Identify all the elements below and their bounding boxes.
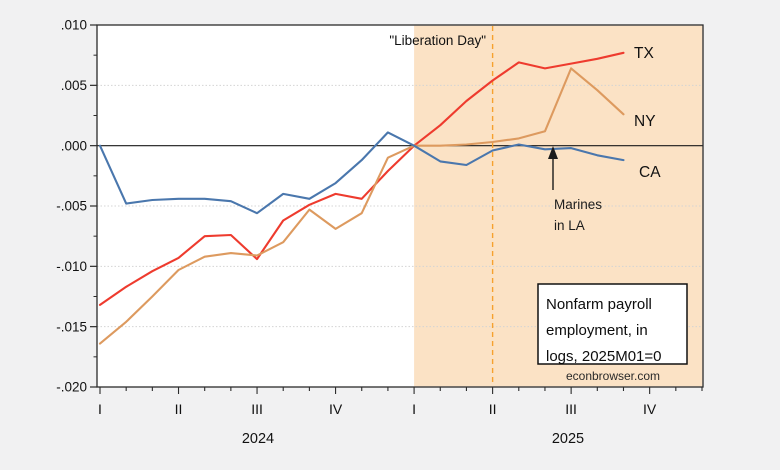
series-label-ca: CA	[639, 164, 661, 181]
note-text-line1: Nonfarm payroll	[546, 296, 652, 313]
x-axis-quarter-label: IV	[329, 401, 343, 417]
source-credit: econbrowser.com	[566, 369, 660, 383]
y-axis-label: -.020	[56, 380, 87, 395]
marines-annotation: Marines in LA	[548, 146, 602, 233]
note-text-line2: employment, in	[546, 322, 648, 339]
x-axis-quarter-label: IV	[643, 401, 657, 417]
y-axis-label: -.015	[56, 319, 87, 334]
y-axis-label: .010	[61, 18, 87, 33]
liberation-day-label: "Liberation Day"	[389, 33, 486, 48]
series-line-tx	[98, 51, 625, 306]
chart-series-layer	[98, 51, 625, 345]
y-axis-label: .005	[61, 78, 87, 93]
series-line-ca	[98, 131, 625, 215]
x-axis-year-2025: 2025	[552, 431, 584, 447]
marines-label-line1: Marines	[554, 197, 602, 212]
x-axis-quarter-label: III	[251, 401, 263, 417]
y-axis-label: .000	[61, 138, 87, 153]
note-box: Nonfarm payroll employment, in logs, 202…	[537, 283, 688, 365]
x-axis-quarter-label: I	[98, 401, 102, 417]
series-label-tx: TX	[634, 45, 654, 62]
note-box-frame	[537, 283, 688, 365]
x-axis-quarter-label: III	[565, 401, 577, 417]
x-axis-quarter-label: II	[489, 401, 497, 417]
marines-label-line2: in LA	[554, 218, 585, 233]
series-line-ny	[98, 67, 625, 345]
y-axis-label: -.005	[56, 199, 87, 214]
x-axis-quarter-label: I	[412, 401, 416, 417]
x-axis-year-2024: 2024	[242, 431, 274, 447]
marines-arrow-head-icon	[548, 146, 558, 159]
series-label-ny: NY	[634, 113, 656, 130]
x-axis-quarter-label: II	[175, 401, 183, 417]
y-axis-label: -.010	[56, 259, 87, 274]
note-text-line3: logs, 2025M01=0	[546, 348, 662, 365]
